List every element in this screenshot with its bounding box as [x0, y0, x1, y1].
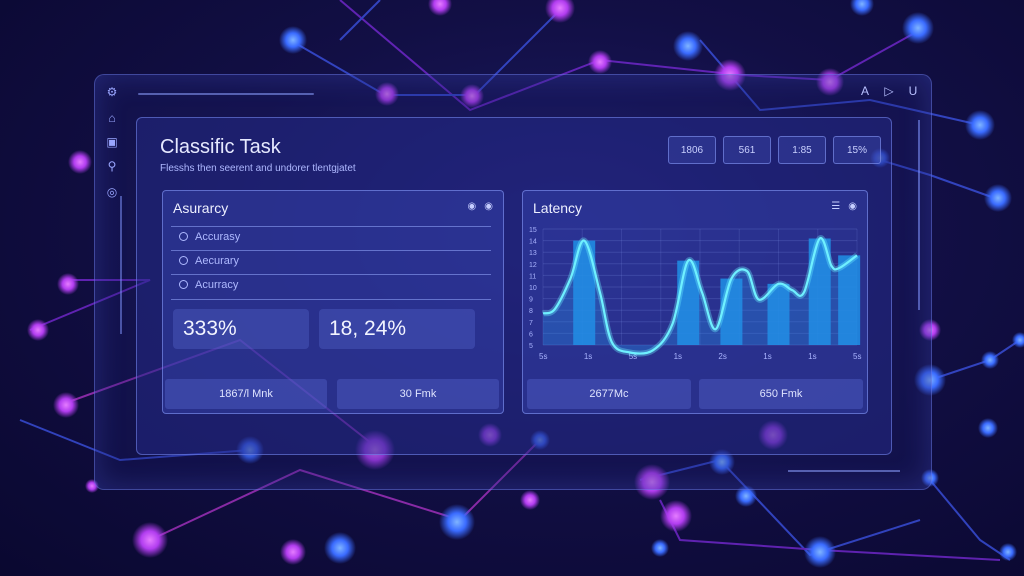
x-tick-label: 2s	[718, 352, 726, 361]
y-tick-label: 5	[529, 343, 533, 350]
window-bottom-line	[788, 470, 900, 472]
y-tick-label: 8	[529, 308, 533, 315]
accuracy-footer-right[interactable]: 30 Fmk	[337, 379, 499, 409]
y-tick-label: 7	[529, 320, 533, 327]
list-item[interactable]: Aecurary	[171, 250, 491, 273]
list-item-label: Aecurary	[195, 255, 240, 267]
options-icon[interactable]: ◉	[848, 201, 857, 212]
y-tick-label: 10	[529, 285, 537, 292]
chart-icon[interactable]: ▣	[106, 135, 118, 149]
link-icon[interactable]: ⚲	[107, 159, 117, 173]
y-tick-label: 9	[529, 297, 533, 304]
x-tick-label: 5s	[629, 352, 637, 361]
stat-chip[interactable]: 1:85	[778, 136, 826, 164]
latency-line	[542, 237, 858, 355]
latency-area	[543, 238, 857, 354]
user-icon[interactable]: U	[908, 84, 918, 98]
latency-bar	[573, 240, 596, 345]
x-tick-label: 1s	[674, 352, 682, 361]
page-subtitle: Flesshs then seerent and undorer tlentgj…	[160, 163, 356, 174]
latency-bar	[767, 283, 790, 345]
latency-panel-controls: ☰ ◉	[831, 201, 857, 212]
list-item-label: Acurracy	[195, 279, 239, 291]
stat-chips: 1806 561 1:85 15%	[668, 136, 881, 164]
accuracy-metric-secondary: 18, 24%	[319, 309, 475, 349]
y-tick-label: 6	[529, 331, 533, 338]
list-item[interactable]: Accurasy	[171, 226, 491, 249]
window-controls: A ▷ U	[858, 84, 920, 98]
profile-icon[interactable]: ◎	[106, 185, 118, 199]
list-item-label: Accurasy	[195, 231, 241, 243]
right-scrollbar[interactable]	[918, 120, 920, 310]
list-item[interactable]: Acurracy	[171, 274, 491, 297]
page-title: Classific Task	[160, 136, 281, 158]
app-window	[94, 74, 932, 490]
latency-bar	[808, 238, 831, 345]
x-tick-label: 1s	[808, 352, 816, 361]
x-tick-label: 1s	[584, 352, 592, 361]
menu-icon[interactable]: ☰	[831, 201, 841, 212]
latency-title: Latency	[533, 200, 583, 216]
toggle-icon[interactable]: ◉	[467, 201, 477, 212]
settings-icon[interactable]: ⚙	[106, 85, 118, 99]
y-tick-label: 11	[529, 273, 536, 280]
radio-icon	[179, 232, 188, 241]
stat-chip[interactable]: 1806	[668, 136, 716, 164]
task-card	[136, 117, 892, 455]
text-icon[interactable]: A	[860, 84, 869, 98]
window-top-line	[138, 93, 314, 95]
sidebar-scrollbar[interactable]	[120, 196, 122, 334]
accuracy-footer-left[interactable]: 1867/l Mnk	[165, 379, 327, 409]
latency-footer-right[interactable]: 650 Fmk	[699, 379, 863, 409]
accuracy-panel: Asurarcy ◉ ◉ Accurasy Aecurary Acurracy …	[162, 190, 504, 414]
accuracy-metric-primary: 333%	[173, 309, 309, 349]
x-tick-label: 5s	[539, 352, 547, 361]
accuracy-title: Asurarcy	[173, 200, 229, 216]
home-icon[interactable]: ⌂	[108, 111, 116, 125]
list-divider	[171, 299, 491, 301]
options-icon[interactable]: ◉	[484, 201, 493, 212]
y-tick-label: 14	[529, 239, 537, 246]
radio-icon	[179, 256, 188, 265]
y-tick-label: 15	[529, 227, 537, 234]
x-tick-label: 1s	[763, 352, 771, 361]
y-tick-label: 12	[529, 262, 537, 269]
stat-chip[interactable]: 561	[723, 136, 771, 164]
latency-footer-left[interactable]: 2677Mc	[527, 379, 691, 409]
latency-bar	[838, 255, 861, 345]
play-icon[interactable]: ▷	[884, 84, 894, 98]
x-tick-label: 5s	[853, 352, 861, 361]
stat-chip[interactable]: 15%	[833, 136, 881, 164]
y-tick-label: 13	[529, 250, 537, 257]
accuracy-panel-controls: ◉ ◉	[468, 201, 493, 212]
latency-panel: Latency ☰ ◉ 15 14 13 12 11 10 9 8 7 6 5 5s 1s 5s 1s 2s 1…	[522, 190, 868, 414]
radio-icon	[179, 280, 188, 289]
latency-chart: 15 14 13 12 11 10 9 8 7 6 5 5s 1s 5s 1s 2s 1s 1s 5s	[529, 227, 861, 361]
